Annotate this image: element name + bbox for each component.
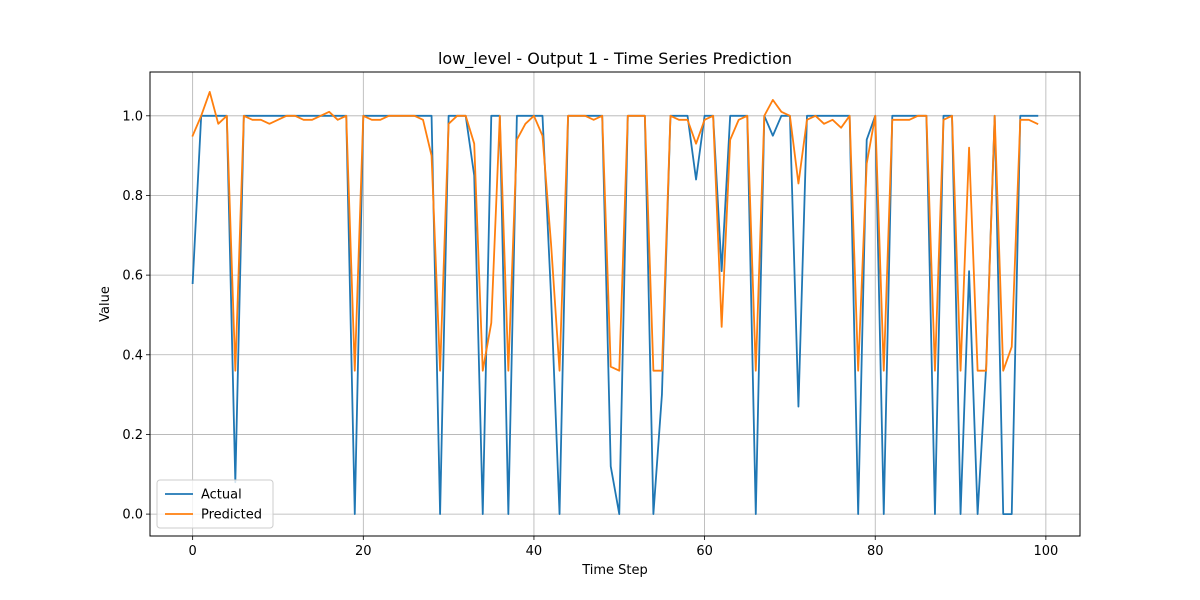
legend-label-predicted: Predicted <box>201 508 262 523</box>
x-tick-label: 0 <box>189 544 197 559</box>
chart-title: low_level - Output 1 - Time Series Predi… <box>438 49 792 69</box>
y-tick-label: 0.6 <box>122 269 143 284</box>
axis-ticks: 0 20 40 60 80 100 0.0 0.2 0.4 0.6 0.8 1.0 <box>122 109 1058 559</box>
y-tick-label: 0.2 <box>122 428 143 443</box>
legend: Actual Predicted <box>156 479 274 529</box>
legend-box <box>156 479 274 529</box>
x-axis-title: Time Step <box>581 563 648 578</box>
x-tick-label: 60 <box>696 544 713 559</box>
plot-area <box>150 72 1080 536</box>
y-tick-label: 0.0 <box>122 508 143 523</box>
x-tick-label: 40 <box>526 544 543 559</box>
legend-label-actual: Actual <box>201 488 242 503</box>
x-tick-label: 100 <box>1033 544 1058 559</box>
grid-lines <box>150 72 1080 536</box>
plot-border <box>149 71 1081 537</box>
series-line-predicted <box>191 91 1039 372</box>
x-tick-label: 20 <box>355 544 372 559</box>
y-tick-label: 0.4 <box>122 348 143 363</box>
y-axis-title: Value <box>98 286 113 322</box>
y-tick-label: 1.0 <box>122 109 143 124</box>
y-tick-label: 0.8 <box>122 189 143 204</box>
x-tick-label: 80 <box>867 544 884 559</box>
series-layer <box>191 91 1039 515</box>
